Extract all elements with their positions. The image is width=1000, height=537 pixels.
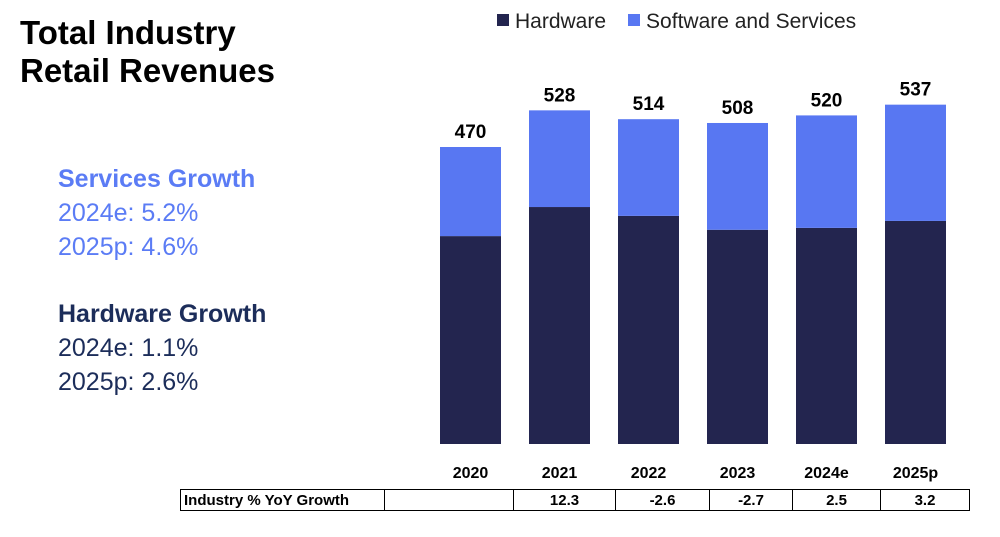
table-cell: 12.3 [513, 489, 616, 511]
bar-software [885, 104, 946, 221]
bar-hardware [440, 236, 501, 444]
table-cell [384, 489, 514, 511]
total-label: 537 [900, 80, 932, 101]
total-label: 514 [633, 94, 665, 115]
services-growth-block: Services Growth 2024e: 5.2% 2025p: 4.6% [58, 162, 255, 264]
total-label: 528 [544, 85, 576, 106]
total-label: 508 [722, 98, 754, 119]
x-tick-label: 2024e [804, 465, 849, 482]
table-row-label: Industry % YoY Growth [180, 489, 385, 511]
bar-hardware [618, 215, 679, 444]
hardware-growth-block: Hardware Growth 2024e: 1.1% 2025p: 2.6% [58, 297, 266, 399]
legend-item-hardware: Hardware [497, 10, 606, 34]
x-tick-label: 2022 [631, 465, 667, 482]
x-tick-label: 2020 [453, 465, 489, 482]
hardware-growth-2025: 2025p: 2.6% [58, 368, 199, 396]
legend: Hardware Software and Services [497, 10, 856, 34]
table-cell: -2.6 [615, 489, 710, 511]
total-label: 520 [811, 90, 843, 111]
x-tick-label: 2025p [893, 465, 939, 482]
bar-hardware [885, 220, 946, 444]
page-title: Total Industry Retail Revenues [20, 14, 275, 89]
bar-hardware [707, 229, 768, 444]
bar-hardware [796, 227, 857, 444]
services-growth-2025: 2025p: 4.6% [58, 233, 199, 261]
bar-software [707, 122, 768, 230]
bar-software [796, 115, 857, 228]
x-tick-label: 2021 [542, 465, 578, 482]
bar-hardware [529, 207, 590, 444]
x-tick-label: 2023 [720, 465, 756, 482]
table-cell: 3.2 [880, 489, 970, 511]
hardware-growth-2024: 2024e: 1.1% [58, 334, 199, 362]
legend-swatch [628, 14, 641, 27]
bar-software [529, 110, 590, 208]
legend-item-software: Software and Services [628, 10, 856, 34]
table-cell: -2.7 [709, 489, 793, 511]
services-growth-2024: 2024e: 5.2% [58, 199, 199, 227]
table-row: Industry % YoY Growth 12.3 -2.6 -2.7 2.5 3.2 [180, 489, 970, 511]
table-cell: 2.5 [792, 489, 881, 511]
services-growth-heading: Services Growth [58, 165, 256, 193]
bar-software [618, 119, 679, 216]
growth-table: Industry % YoY Growth 12.3 -2.6 -2.7 2.5 3.2 [180, 489, 970, 511]
legend-swatch [497, 14, 509, 27]
bar-software [440, 147, 501, 237]
hardware-growth-heading: Hardware Growth [58, 300, 267, 328]
total-label: 470 [455, 122, 487, 143]
